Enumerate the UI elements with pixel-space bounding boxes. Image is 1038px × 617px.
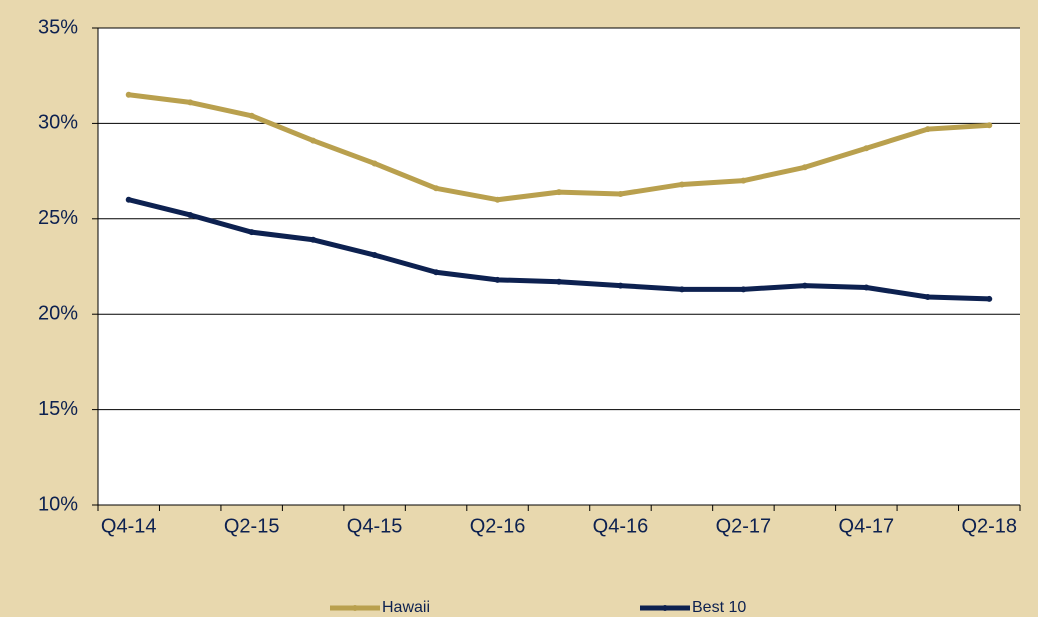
x-tick-label: Q4-14 [101, 515, 157, 537]
y-tick-label: 10% [38, 493, 78, 515]
data-point [187, 211, 194, 218]
data-point [433, 269, 440, 276]
data-point [310, 236, 317, 243]
x-tick-label: Q4-15 [347, 515, 403, 537]
y-tick-label: 30% [38, 112, 78, 134]
data-point [125, 91, 132, 98]
data-point [924, 294, 931, 301]
data-point [494, 276, 501, 283]
legend-marker [352, 605, 358, 611]
data-point [617, 282, 624, 289]
data-point [556, 278, 562, 285]
x-tick-label: Q4-17 [839, 515, 895, 537]
y-tick-label: 25% [38, 207, 78, 229]
data-point [801, 164, 808, 171]
data-point [556, 189, 562, 196]
x-tick-label: Q4-16 [593, 515, 649, 537]
legend-marker [662, 605, 668, 611]
data-point [248, 229, 255, 236]
data-point [248, 112, 255, 119]
data-point [187, 99, 194, 106]
x-tick-label: Q2-18 [961, 515, 1017, 537]
data-point [371, 252, 378, 259]
data-point [740, 286, 747, 293]
data-point [863, 145, 870, 152]
data-point [310, 137, 317, 144]
data-point [125, 196, 132, 203]
data-point [986, 295, 993, 302]
x-tick-label: Q2-16 [470, 515, 526, 537]
data-point [371, 160, 378, 167]
data-point [924, 126, 931, 133]
x-tick-label: Q2-15 [224, 515, 280, 537]
data-point [986, 122, 993, 129]
data-point [494, 196, 501, 203]
y-tick-label: 20% [38, 302, 78, 324]
data-point [740, 177, 747, 184]
y-tick-label: 35% [38, 16, 78, 38]
x-tick-label: Q2-17 [716, 515, 772, 537]
data-point [863, 284, 870, 291]
plot-area [98, 28, 1020, 505]
legend-label: Best 10 [692, 599, 746, 616]
data-point [617, 190, 624, 197]
y-tick-label: 15% [38, 398, 78, 420]
data-point [678, 181, 685, 188]
data-point [801, 282, 808, 289]
legend-label: Hawaii [382, 599, 430, 616]
data-point [433, 185, 440, 192]
data-point [678, 286, 685, 293]
